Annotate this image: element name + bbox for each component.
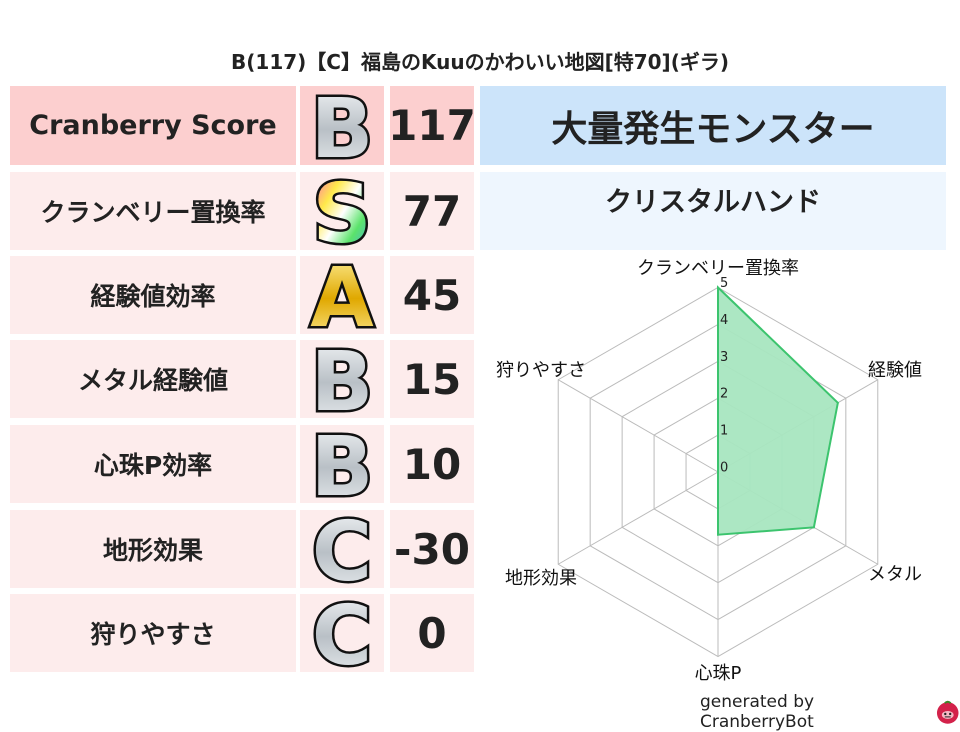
axis-label: 経験値 (868, 360, 922, 381)
tick-label: 3 (720, 350, 728, 365)
grade-letter: B (311, 340, 374, 418)
data-point (836, 401, 839, 404)
axis-label: クランベリー置換率 (637, 258, 799, 279)
total-score: 117 (388, 86, 476, 165)
data-point (717, 471, 719, 473)
metric-score: 77 (390, 172, 474, 250)
metric-score: -30 (390, 510, 474, 588)
footer-text: generated by CranberryBot (700, 692, 815, 732)
data-point (812, 526, 815, 529)
metric-label: 経験値効率 (10, 256, 296, 334)
metric-label: メタル経験値 (10, 340, 296, 418)
data-point (717, 533, 719, 536)
grade-badge: B (300, 86, 384, 165)
grid-spoke (557, 379, 719, 473)
grade-badge: B (300, 425, 384, 503)
metric-label: 心珠P効率 (10, 425, 296, 503)
footer: generated by CranberryBot (700, 692, 960, 732)
grid-spoke (557, 471, 719, 565)
grade-badge: C (300, 510, 384, 588)
monster-section-title: 大量発生モンスター (480, 86, 946, 165)
axis-label: 地形効果 (505, 568, 577, 589)
header-label: Cranberry Score (10, 86, 296, 165)
data-series-area (717, 285, 839, 536)
tick-label: 5 (720, 276, 728, 291)
axis-label: メタル (868, 564, 922, 585)
grade-badge: C (300, 594, 384, 672)
grade-letter: B (311, 425, 374, 503)
metric-label: 地形効果 (10, 510, 296, 588)
axis-label: 心珠P (695, 663, 742, 684)
tick-label: 4 (720, 313, 728, 328)
tick-label: 0 (720, 461, 728, 476)
tick-label: 2 (720, 387, 728, 402)
tick-label: 1 (720, 424, 728, 439)
metric-score: 0 (390, 594, 474, 672)
metric-label: 狩りやすさ (10, 594, 296, 672)
metric-score: 45 (390, 256, 474, 334)
grade-letter: S (312, 172, 371, 250)
data-point (717, 286, 719, 289)
grade-badge: S (300, 172, 384, 250)
cranberry-mascot-icon (936, 700, 959, 724)
metric-score: 10 (390, 425, 474, 503)
page-title: B(117)【C】福島のKuuのかわいい地図[特70](ギラ) (231, 50, 729, 74)
metric-label: クランベリー置換率 (10, 172, 296, 250)
grade-letter: C (312, 594, 372, 672)
axis-label: 狩りやすさ (496, 360, 586, 381)
metric-score: 15 (390, 340, 474, 418)
grade-badge: B (300, 340, 384, 418)
grade-letter: C (312, 510, 372, 588)
monster-name: クリスタルハンド (480, 172, 946, 250)
grade-letter: A (310, 256, 374, 334)
grade-badge: A (300, 256, 384, 334)
grade-letter: B (311, 87, 374, 165)
